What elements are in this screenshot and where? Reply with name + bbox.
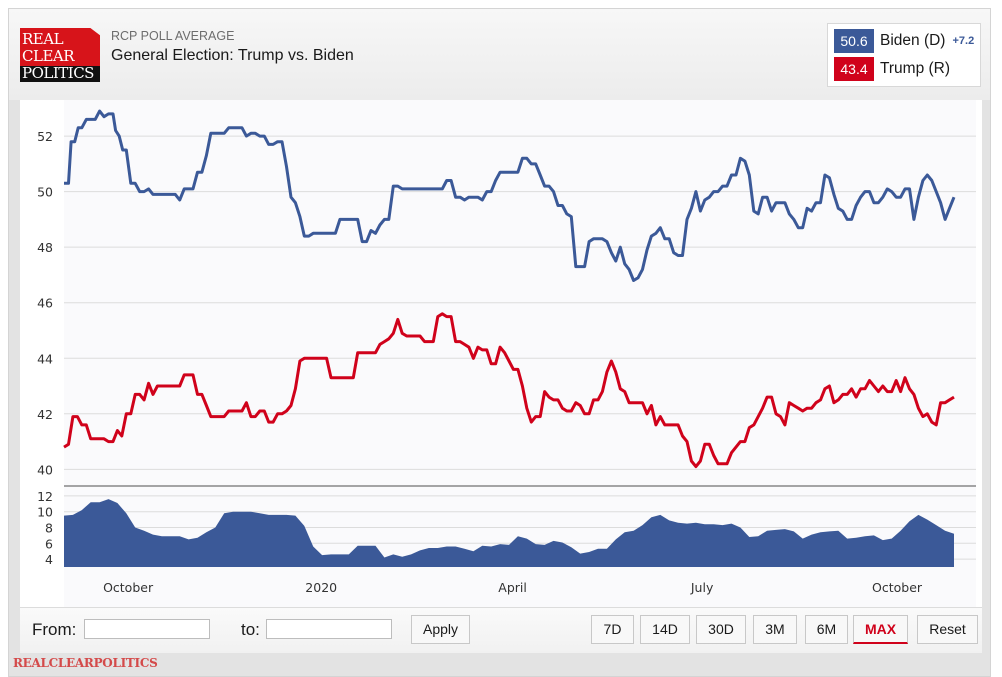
spread-value: +7.2 xyxy=(952,35,975,47)
rcp-logo[interactable]: REAL CLEAR POLITICS xyxy=(20,28,100,82)
x-tick-label: October xyxy=(872,580,923,595)
legend-item-trump: 43.4 Trump (R) xyxy=(834,57,950,81)
x-tick-label: October xyxy=(103,580,154,595)
spread-y-tick-label: 4 xyxy=(45,552,53,567)
biden-line[interactable] xyxy=(64,109,956,282)
range-button-14d[interactable]: 14D xyxy=(640,615,690,644)
chart-title: General Election: Trump vs. Biden xyxy=(111,47,354,64)
y-tick-label: 50 xyxy=(37,185,53,200)
biden-value-badge: 50.6 xyxy=(834,29,874,53)
range-button-reset[interactable]: Reset xyxy=(917,615,978,644)
spread-y-tick-label: 10 xyxy=(37,505,53,520)
y-tick-label: 52 xyxy=(37,129,53,144)
logo-line-real: REAL xyxy=(22,30,64,48)
widget-header xyxy=(9,9,990,100)
from-label: From: xyxy=(32,620,77,639)
range-button-6m[interactable]: 6M xyxy=(805,615,848,644)
range-button-max[interactable]: MAX xyxy=(853,615,908,644)
x-tick-label: July xyxy=(690,580,714,595)
range-button-30d[interactable]: 30D xyxy=(696,615,746,644)
range-button-3m[interactable]: 3M xyxy=(753,615,797,644)
biden-label: Biden (D) xyxy=(880,32,946,49)
logo-black-block xyxy=(20,66,100,82)
spread-y-tick-label: 12 xyxy=(37,489,53,504)
chart-panel: 40 42 44 46 48 50 52 4 6 8 10 12 October 2020 April J… xyxy=(20,100,982,607)
x-tick-label: 2020 xyxy=(305,580,337,595)
y-tick-label: 48 xyxy=(37,240,53,255)
logo-line-politics: POLITICS xyxy=(22,64,94,82)
y-tick-label: 40 xyxy=(37,462,53,477)
trump-value-badge: 43.4 xyxy=(834,57,874,81)
footer-brand: REALCLEARPOLITICS xyxy=(13,656,158,670)
to-date-input[interactable] xyxy=(266,619,392,639)
spread-y-tick-label: 6 xyxy=(45,536,53,551)
logo-line-clear: CLEAR xyxy=(22,47,75,65)
from-date-input[interactable] xyxy=(84,619,210,639)
plot-background xyxy=(64,100,976,607)
range-button-7d[interactable]: 7D xyxy=(591,615,634,644)
trump-line[interactable] xyxy=(63,312,955,469)
trump-label: Trump (R) xyxy=(880,60,951,77)
y-tick-label: 46 xyxy=(37,296,53,311)
x-tick-label: April xyxy=(498,580,527,595)
date-controls: From: to: Apply 7D 14D 30D 3M 6M MAX Reset xyxy=(20,607,982,653)
y-tick-label: 44 xyxy=(37,351,53,366)
legend: 50.6 Biden (D) +7.2 43.4 Trump (R) xyxy=(827,23,981,87)
logo-red-block xyxy=(20,28,100,68)
spread-area xyxy=(64,499,954,567)
to-label: to: xyxy=(241,620,260,639)
spread-y-tick-label: 8 xyxy=(45,521,53,536)
y-tick-label: 42 xyxy=(37,407,53,422)
apply-button[interactable]: Apply xyxy=(411,615,470,644)
chart-subtitle: RCP POLL AVERAGE xyxy=(111,29,235,43)
legend-item-biden: 50.6 Biden (D) +7.2 xyxy=(834,29,974,53)
